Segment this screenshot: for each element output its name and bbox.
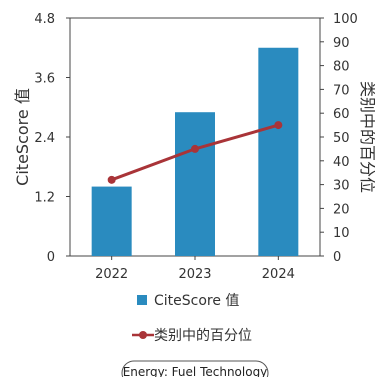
bar-2023 (175, 112, 215, 256)
right-tick-label: 70 (333, 83, 350, 98)
bar-2024 (258, 47, 299, 256)
right-tick-label: 60 (333, 107, 350, 122)
right-tick-label: 100 (333, 12, 358, 27)
x-tick-label: 2022 (95, 267, 128, 282)
percentile-point-2024 (274, 121, 283, 130)
left-tick-label: 3.6 (34, 72, 55, 87)
percentile-point-2023 (191, 144, 199, 153)
left-tick-label: 4.8 (34, 12, 55, 27)
x-axis: 2022 2023 2024 (95, 256, 295, 282)
right-axis-title: 类别中的百分位 (358, 81, 375, 193)
legend-line-label: 类别中的百分位 (154, 328, 252, 344)
x-tick-label: 2024 (262, 267, 295, 282)
left-tick-label: 1.2 (34, 191, 55, 206)
right-tick-label: 50 (333, 131, 350, 146)
right-axis: 0 10 20 30 40 50 60 70 80 90 100 (320, 12, 358, 265)
right-tick-label: 40 (333, 155, 350, 170)
right-tick-label: 30 (333, 179, 350, 194)
legend-bar-swatch (137, 295, 147, 305)
left-axis-title: CiteScore 值 (13, 88, 32, 186)
left-tick-label: 2.4 (34, 131, 55, 146)
legend-bar-label: CiteScore 值 (154, 293, 239, 309)
bar-2022 (91, 186, 132, 256)
plot-area (69, 17, 321, 257)
category-badge: Energy: Fuel Technology (121, 360, 269, 377)
legend-line-marker (139, 331, 147, 339)
right-tick-label: 80 (333, 60, 350, 75)
left-axis: 0 1.2 2.4 3.6 4.8 (34, 12, 70, 265)
category-badge-label: Energy: Fuel Technology (123, 365, 268, 377)
right-tick-label: 0 (333, 250, 341, 265)
legend: CiteScore 值 类别中的百分位 (132, 293, 252, 344)
right-tick-label: 90 (333, 36, 350, 51)
left-tick-label: 0 (47, 250, 55, 265)
percentile-point-2022 (107, 175, 116, 184)
right-tick-label: 20 (333, 202, 350, 217)
right-tick-label: 10 (333, 226, 350, 241)
x-tick-label: 2023 (178, 267, 211, 282)
